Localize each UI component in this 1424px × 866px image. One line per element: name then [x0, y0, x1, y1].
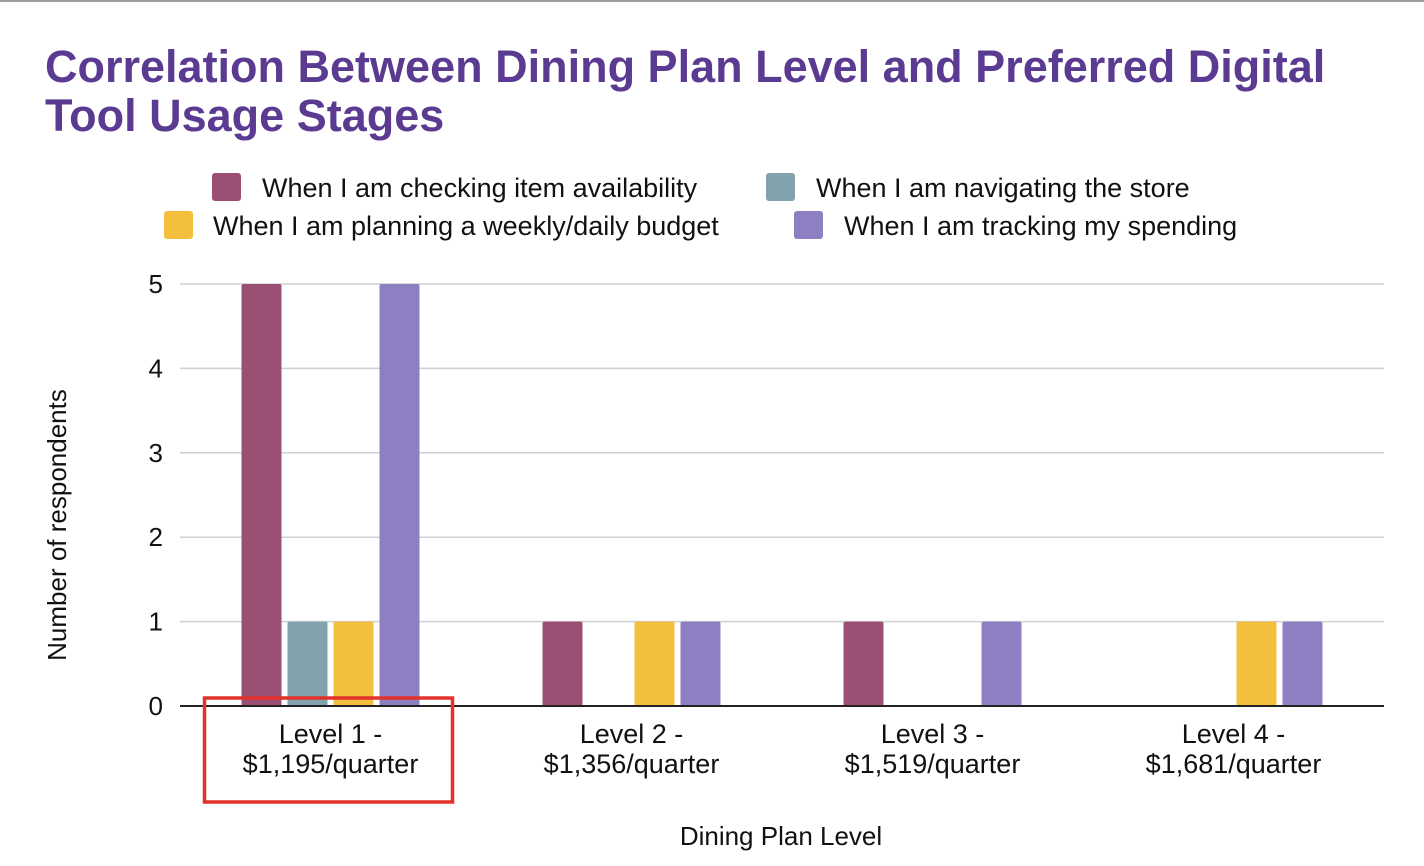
- x-tick-label: $1,519/quarter: [845, 749, 1021, 779]
- y-tick-label: 2: [149, 522, 163, 552]
- bar-2-series-1: [542, 621, 583, 706]
- bar-4-series-3: [1236, 621, 1277, 706]
- legend-swatch-1: [212, 173, 241, 201]
- top-divider: [0, 0, 1424, 2]
- bar-3-series-4: [981, 621, 1022, 706]
- bar-1-series-4: [379, 284, 420, 706]
- x-tick-label: Level 2 -: [580, 719, 684, 749]
- legend-label-1: When I am checking item availability: [262, 173, 698, 203]
- legend-swatch-3: [164, 211, 193, 239]
- bar-2-series-4: [680, 621, 721, 706]
- legend-swatch-4: [794, 211, 823, 239]
- legend-label-3: When I am planning a weekly/daily budget: [213, 211, 719, 241]
- y-tick-label: 5: [149, 269, 163, 299]
- legend-label-4: When I am tracking my spending: [844, 211, 1237, 241]
- chart-title: Correlation Between Dining Plan Level an…: [45, 41, 1326, 141]
- x-tick-label: Level 1 -: [279, 719, 383, 749]
- y-tick-label: 4: [149, 353, 163, 383]
- x-tick-label: $1,681/quarter: [1146, 749, 1322, 779]
- x-axis-title: Dining Plan Level: [680, 821, 882, 851]
- bar-4-series-4: [1282, 621, 1323, 706]
- highlight-box: [202, 696, 455, 804]
- legend-swatch-2: [766, 173, 795, 201]
- bar-2-series-3: [634, 621, 675, 706]
- y-tick-label: 1: [149, 607, 163, 637]
- y-tick-label: 0: [149, 691, 163, 721]
- y-tick-label: 3: [149, 438, 163, 468]
- bar-1-series-3: [333, 621, 374, 706]
- x-tick-label: $1,195/quarter: [243, 749, 419, 779]
- bar-1-series-2: [287, 621, 328, 706]
- x-tick-label: Level 4 -: [1182, 719, 1286, 749]
- legend-label-2: When I am navigating the store: [816, 173, 1190, 203]
- x-tick-label: Level 3 -: [881, 719, 985, 749]
- y-axis-title: Number of respondents: [42, 389, 72, 661]
- bar-1-series-1: [241, 284, 282, 706]
- bar-3-series-1: [843, 621, 884, 706]
- x-tick-label: $1,356/quarter: [544, 749, 720, 779]
